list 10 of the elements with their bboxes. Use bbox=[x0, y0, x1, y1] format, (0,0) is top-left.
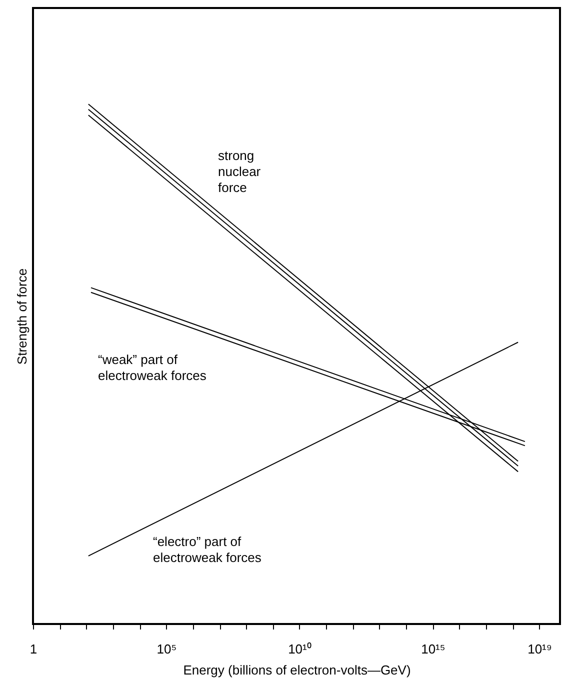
x-tick-label: 10¹⁹ bbox=[528, 642, 552, 656]
x-axis-title: Energy (billions of electron-volts—GeV) bbox=[183, 662, 411, 678]
y-axis-title: Strength of force bbox=[14, 268, 30, 365]
x-tick-label: 10⁵ bbox=[156, 642, 177, 656]
x-tick-label: 10¹⁵ bbox=[421, 642, 446, 656]
series-label: “electro” part of electroweak forces bbox=[153, 534, 262, 565]
x-tick-label: 1 bbox=[30, 642, 38, 656]
series-label: “weak” part of electroweak forces bbox=[98, 352, 207, 383]
x-tick-label: 10¹⁰ bbox=[288, 642, 312, 656]
series-label: strong nuclear force bbox=[218, 148, 262, 195]
